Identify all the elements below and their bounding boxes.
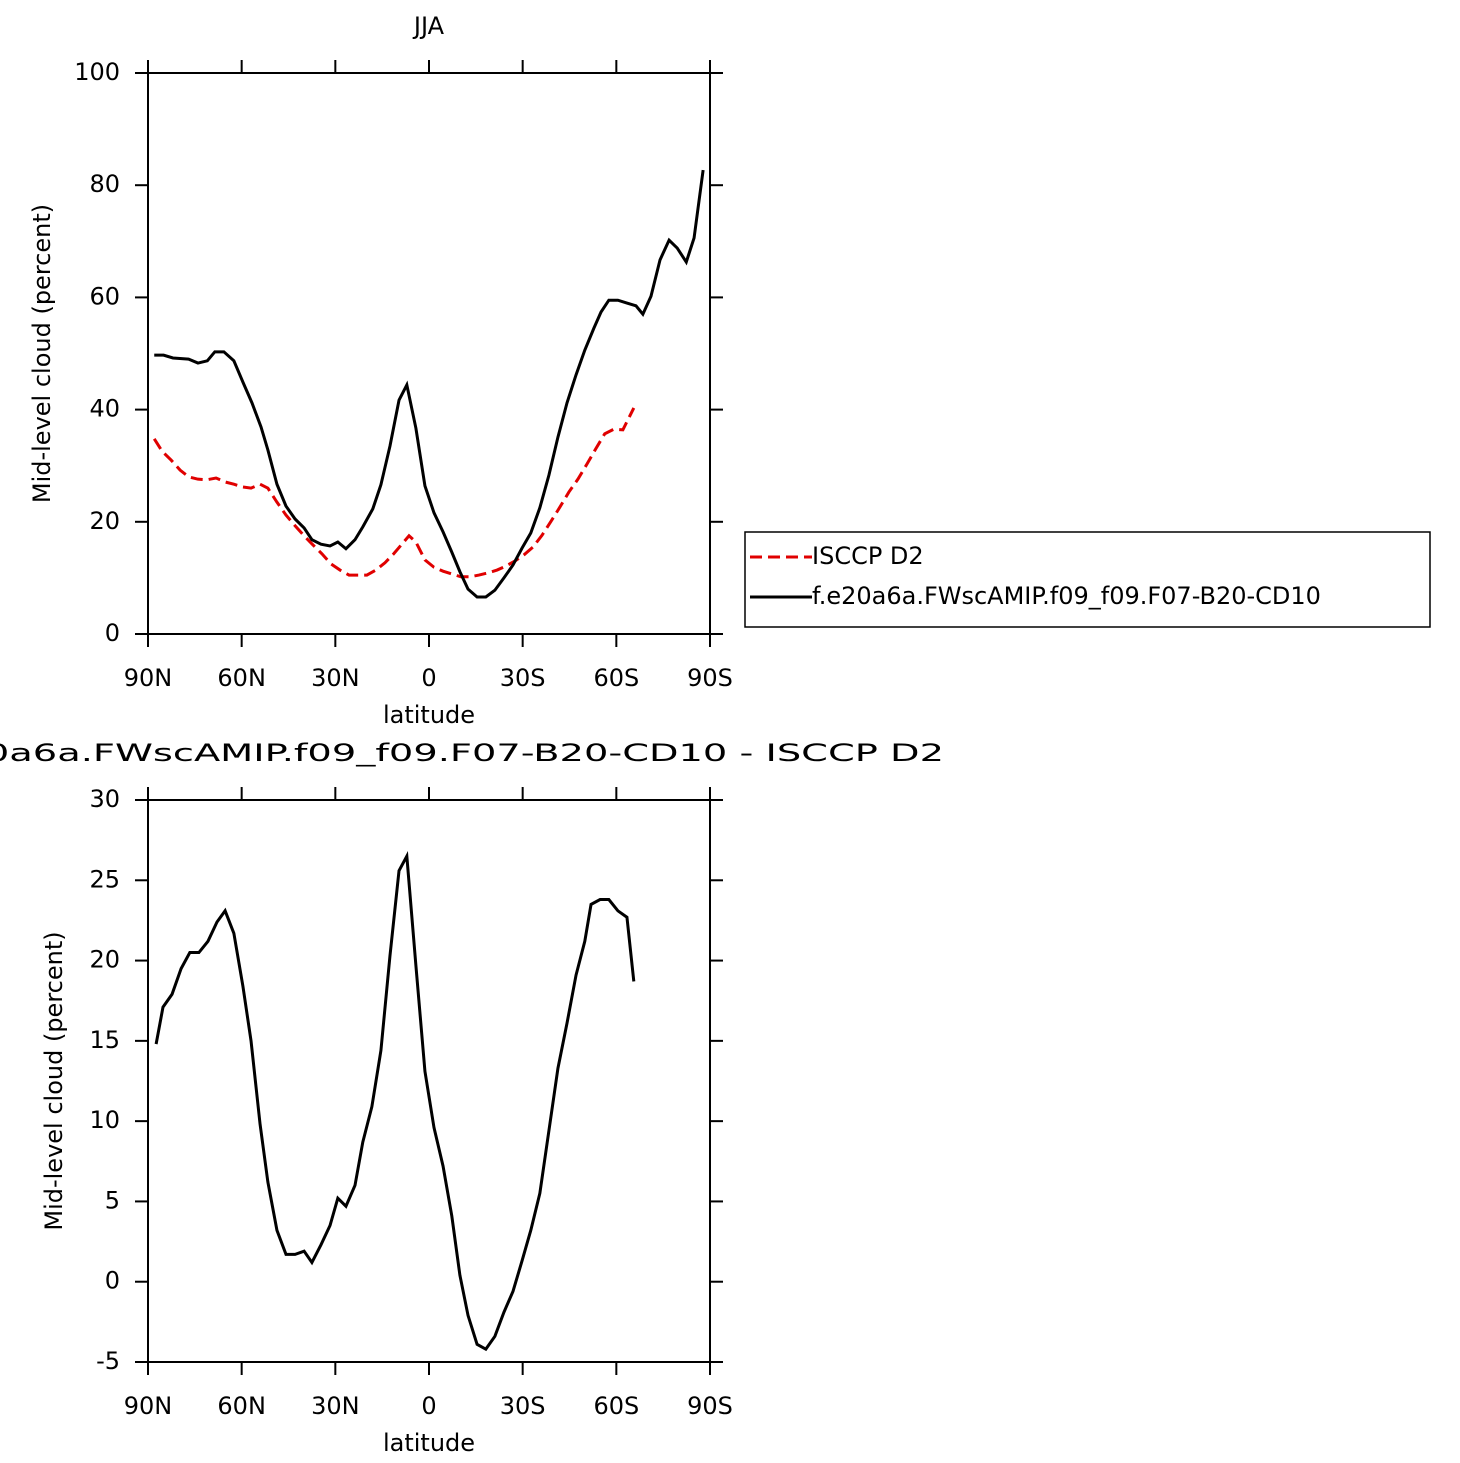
chart-title: f.e20a6a.FWscAMIP.f09_f09.F07-B20-CD10 -…	[0, 739, 944, 767]
legend-label: ISCCP D2	[812, 542, 924, 570]
y-tick-label: -5	[96, 1347, 120, 1375]
data-line	[154, 169, 705, 599]
plot-frame	[147, 72, 711, 635]
y-axis-label: Mid-level cloud (percent)	[28, 204, 56, 503]
plot-frame	[147, 799, 711, 1363]
y-tick-label: 60	[89, 282, 120, 310]
x-tick-label: 30S	[500, 664, 546, 692]
y-tick-label: 25	[89, 865, 120, 893]
x-tick-label: 90N	[124, 1392, 173, 1420]
x-tick-label: 60N	[217, 1392, 266, 1420]
legend-label: f.e20a6a.FWscAMIP.f09_f09.F07-B20-CD10	[812, 582, 1321, 610]
legend-box	[744, 531, 1431, 628]
chart-title: JJA	[412, 12, 445, 40]
x-axis-label: latitude	[383, 701, 475, 729]
x-tick-label: 60N	[217, 664, 266, 692]
x-tick-label: 30N	[311, 1392, 360, 1420]
y-tick-label: 15	[89, 1026, 120, 1054]
y-tick-label: 30	[89, 785, 120, 813]
y-tick-label: 80	[89, 170, 120, 198]
y-tick-label: 0	[105, 1267, 120, 1295]
y-tick-label: 40	[89, 395, 120, 423]
y-tick-label: 5	[105, 1186, 120, 1214]
data-line	[154, 851, 636, 1352]
y-tick-label: 20	[89, 946, 120, 974]
x-tick-label: 60S	[593, 1392, 639, 1420]
y-tick-label: 100	[74, 58, 120, 86]
y-tick-label: 0	[105, 619, 120, 647]
x-tick-label: 0	[421, 664, 436, 692]
x-tick-label: 90N	[124, 664, 173, 692]
x-axis-label: latitude	[383, 1429, 475, 1457]
x-tick-label: 90S	[687, 664, 733, 692]
x-tick-label: 30S	[500, 1392, 546, 1420]
x-tick-label: 60S	[593, 664, 639, 692]
y-tick-label: 10	[89, 1106, 120, 1134]
y-axis-label: Mid-level cloud (percent)	[40, 931, 68, 1230]
x-tick-label: 30N	[311, 664, 360, 692]
x-tick-label: 0	[421, 1392, 436, 1420]
x-tick-label: 90S	[687, 1392, 733, 1420]
data-line	[152, 407, 636, 579]
y-tick-label: 20	[89, 507, 120, 535]
